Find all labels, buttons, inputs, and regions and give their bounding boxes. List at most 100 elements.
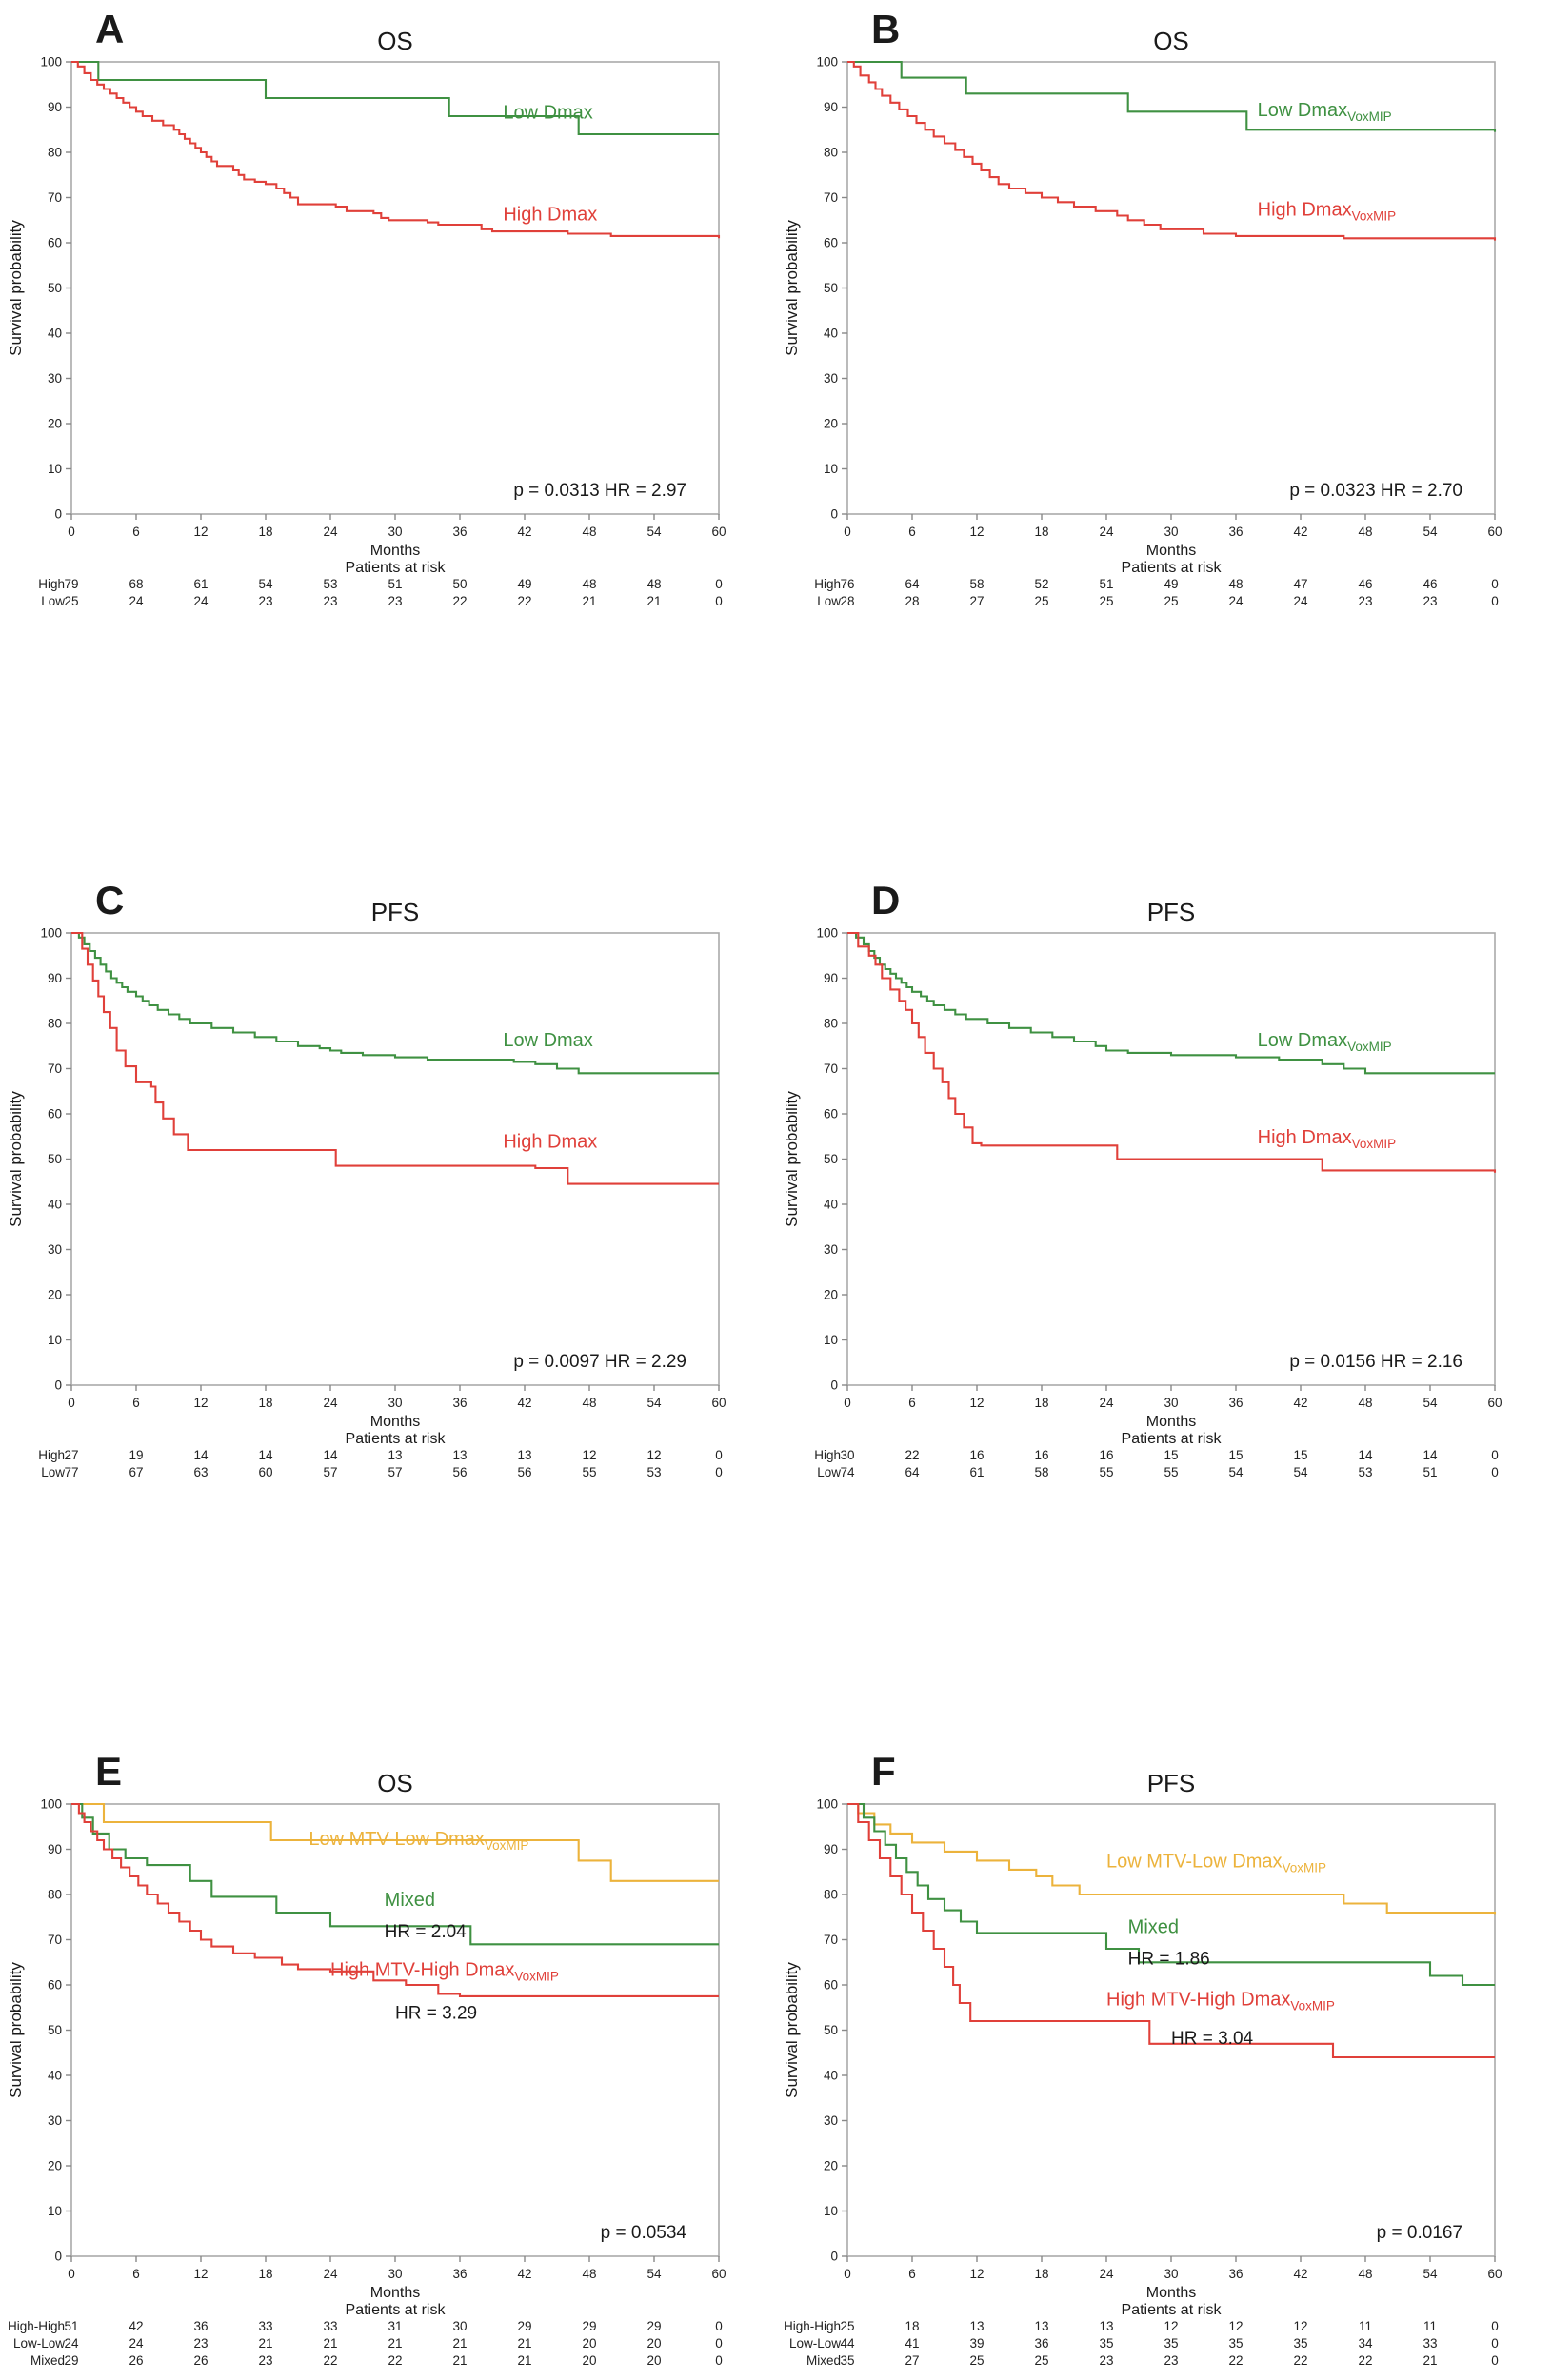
risk-value: 14 (258, 1448, 273, 1462)
y-tick-label: 90 (48, 100, 62, 114)
risk-value: 23 (1423, 594, 1437, 608)
curve-label-yellow: Low MTV-Low DmaxVoxMIP (308, 1829, 528, 1853)
risk-value: 24 (129, 2336, 144, 2350)
y-tick-label: 70 (48, 1933, 62, 1947)
x-tick-label: 0 (844, 2267, 851, 2281)
risk-value: 35 (1099, 2336, 1113, 2350)
panel-letter: D (871, 878, 900, 922)
y-tick-label: 10 (48, 1333, 62, 1347)
survival-curve-red (71, 931, 719, 1185)
risk-value: 25 (1164, 594, 1178, 608)
risk-value: 50 (452, 577, 467, 591)
x-axis-title: Months (1146, 543, 1196, 559)
panel-title: OS (1153, 27, 1189, 55)
risk-value: 79 (64, 577, 78, 591)
y-tick-label: 60 (48, 236, 62, 250)
risk-value: 27 (64, 1448, 78, 1462)
risk-value: 53 (323, 577, 337, 591)
stat-annotation: HR = 3.04 (1171, 2029, 1254, 2049)
x-tick-label: 12 (969, 1396, 984, 1410)
risk-value: 21 (647, 594, 661, 608)
y-tick-label: 70 (48, 1061, 62, 1076)
x-axis-title: Months (1146, 1414, 1196, 1430)
plot-border (70, 932, 720, 1386)
risk-value: 21 (517, 2336, 531, 2350)
risk-value: 64 (905, 1465, 920, 1479)
y-tick-label: 50 (824, 1152, 838, 1166)
x-tick-label: 12 (193, 2267, 208, 2281)
x-tick-label: 48 (1358, 525, 1372, 539)
risk-value: 19 (129, 1448, 143, 1462)
x-tick-label: 60 (1487, 525, 1502, 539)
risk-value: 0 (1491, 1465, 1499, 1479)
risk-value: 0 (1491, 1448, 1499, 1462)
y-tick-label: 90 (48, 971, 62, 985)
y-tick-label: 50 (48, 2023, 62, 2037)
x-tick-label: 18 (1034, 2267, 1048, 2281)
risk-table: High 30 22 16 16 16 15 15 15 14 14 0 Low 74 64 61 58 55 55… (814, 1448, 1499, 1479)
y-tick-label: 60 (824, 236, 838, 250)
risk-value: 54 (1228, 1465, 1244, 1479)
x-axis-ticks: 0 6 12 18 24 30 36 42 48 54 60 (68, 514, 726, 539)
x-tick-label: 12 (969, 2267, 984, 2281)
risk-value: 13 (1034, 2319, 1048, 2333)
curve-label-green: Low DmaxVoxMIP (1258, 1030, 1392, 1054)
risk-value: 63 (193, 1465, 208, 1479)
curve-label-red: High DmaxVoxMIP (1258, 1127, 1396, 1151)
risk-value: 27 (969, 594, 984, 608)
curve-label-yellow: Low MTV-Low DmaxVoxMIP (1106, 1852, 1326, 1875)
y-tick-label: 40 (824, 2069, 838, 2083)
y-tick-label: 60 (824, 1107, 838, 1121)
x-tick-label: 42 (1293, 525, 1307, 539)
y-axis-ticks: 0 10 20 30 40 50 60 70 80 90 100 (40, 1797, 71, 2264)
panel-row: A OS 0 10 20 30 40 50 60 70 80 90 100 0 6 12 18 24 30 36 42 4… (0, 0, 1552, 609)
panel-d: D PFS 0 10 20 30 40 50 60 70 80 90 100 0 6 12 18 24 30 36 42… (776, 871, 1552, 1480)
y-axis-title: Survival probability (7, 220, 25, 356)
y-tick-label: 40 (48, 1198, 62, 1212)
panel-title: PFS (1147, 898, 1196, 926)
x-tick-label: 42 (1293, 1396, 1307, 1410)
risk-value: 20 (582, 2353, 596, 2368)
risk-value: 48 (582, 577, 596, 591)
x-axis-title: Months (370, 543, 420, 559)
risk-value: 22 (323, 2353, 337, 2368)
risk-value: 21 (1423, 2353, 1437, 2368)
y-tick-label: 30 (824, 2113, 838, 2128)
curve-label-green: Mixed (1128, 1916, 1179, 1937)
x-tick-label: 42 (517, 525, 531, 539)
risk-value: 35 (1293, 2336, 1307, 2350)
risk-value: 39 (969, 2336, 984, 2350)
y-tick-label: 60 (48, 1107, 62, 1121)
risk-value: 13 (969, 2319, 984, 2333)
risk-value: 55 (1099, 1465, 1113, 1479)
y-tick-label: 80 (824, 146, 838, 160)
x-tick-label: 18 (258, 525, 272, 539)
panel-title: OS (377, 1769, 413, 1797)
panel-row: C PFS 0 10 20 30 40 50 60 70 80 90 100 0 6 12 18 24 30 36 42… (0, 871, 1552, 1480)
curve-label-red: High Dmax (503, 204, 597, 225)
risk-value: 57 (388, 1465, 402, 1479)
x-tick-label: 54 (647, 1396, 662, 1410)
risk-value: 26 (129, 2353, 143, 2368)
risk-value: 20 (647, 2336, 661, 2350)
curve-label-green: Low DmaxVoxMIP (1258, 100, 1392, 124)
y-tick-label: 0 (54, 2250, 62, 2264)
risk-value: 15 (1164, 1448, 1178, 1462)
x-axis-title: Months (370, 2285, 420, 2301)
risk-value: 67 (129, 1465, 143, 1479)
risk-table-header: Patients at risk (346, 1431, 447, 1447)
risk-value: 13 (517, 1448, 531, 1462)
risk-value: 49 (517, 577, 531, 591)
x-tick-label: 54 (647, 525, 662, 539)
survival-curve-red (847, 1802, 1495, 2059)
x-tick-label: 6 (908, 1396, 916, 1410)
risk-value: 27 (905, 2353, 919, 2368)
y-tick-label: 0 (54, 507, 62, 522)
y-tick-label: 80 (48, 146, 62, 160)
curve-label-green: Low Dmax (503, 102, 592, 123)
survival-curve-green (71, 60, 719, 136)
y-tick-label: 20 (48, 2159, 62, 2173)
risk-value: 22 (388, 2353, 402, 2368)
x-tick-label: 18 (1034, 1396, 1048, 1410)
